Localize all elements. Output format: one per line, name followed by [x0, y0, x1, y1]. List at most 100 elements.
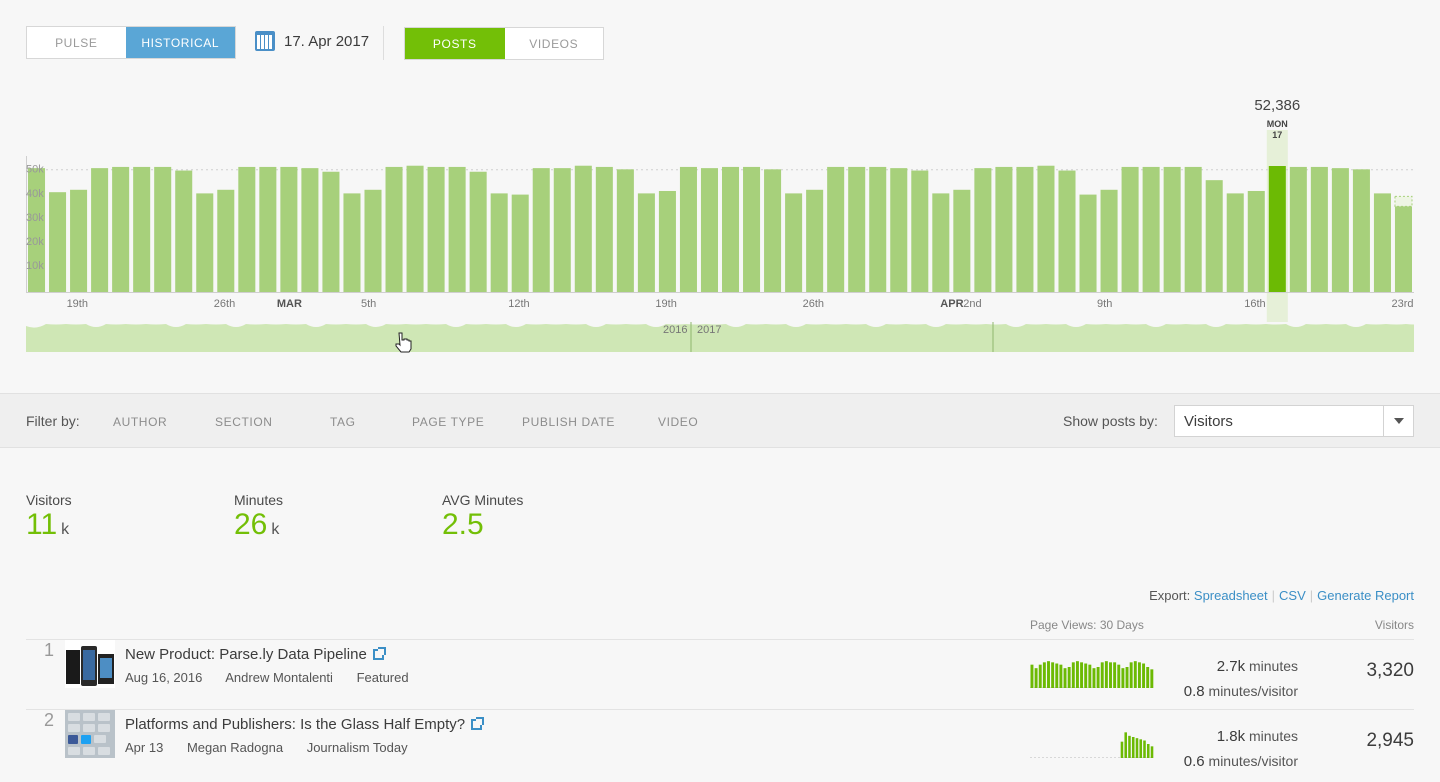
- sparkline-bar: [1113, 662, 1117, 688]
- table-row[interactable]: 2 Platforms and Publishers: Is the Glass…: [26, 709, 1414, 779]
- chart-bar: [217, 189, 235, 292]
- generate-report-link[interactable]: Generate Report: [1317, 588, 1414, 603]
- sparkline-bar: [1084, 663, 1088, 688]
- chart-bar: [743, 166, 761, 292]
- post-author[interactable]: Andrew Montalenti: [225, 670, 333, 685]
- pageviews-sparkline[interactable]: [1030, 726, 1154, 758]
- chart-bar: [1058, 170, 1076, 292]
- chart-bar: [953, 189, 971, 292]
- traffic-chart[interactable]: 10k 20k 30k 40k 50k 19th 26th MAR 5th 12th 19th 26t…: [26, 90, 1414, 360]
- sparkline-bar: [1139, 739, 1143, 758]
- chart-bar: [1016, 166, 1034, 292]
- external-link-icon[interactable]: [372, 647, 386, 660]
- pulse-button[interactable]: PULSE: [55, 35, 98, 50]
- chart-bar: [1037, 165, 1055, 292]
- chart-bar: [722, 166, 740, 292]
- chart-bar: [574, 165, 592, 292]
- post-visitors: 2,945: [1366, 730, 1414, 751]
- sparkline-bar: [1055, 663, 1059, 688]
- minutes-unit: minutes: [1248, 658, 1298, 674]
- sparkline-bar: [1088, 664, 1092, 688]
- calendar-icon[interactable]: [255, 31, 275, 51]
- chart-bar: [869, 166, 887, 292]
- column-header-visitors: Visitors: [1374, 618, 1414, 632]
- metric-label: Minutes: [234, 492, 284, 508]
- x-tick-label: 26th: [803, 298, 824, 310]
- chart-bar: [112, 166, 130, 292]
- sparkline-bar: [1109, 662, 1112, 688]
- chart-bar: [259, 166, 277, 292]
- post-rank: 2: [44, 710, 55, 730]
- y-tick-label: 10k: [26, 260, 44, 272]
- x-tick-label: 12th: [508, 298, 529, 310]
- x-tick-label: 2nd: [963, 298, 981, 310]
- post-section[interactable]: Journalism Today: [306, 740, 408, 755]
- chart-bar: [658, 190, 676, 292]
- sparkline-bar: [1117, 664, 1121, 688]
- export-spreadsheet-link[interactable]: Spreadsheet: [1193, 588, 1268, 603]
- minutes-unit: minutes: [1248, 728, 1298, 744]
- minutes-value: 2.7k: [1216, 658, 1246, 675]
- show-posts-by-value[interactable]: Visitors: [1184, 412, 1233, 430]
- minutes-value: 1.8k: [1216, 728, 1246, 745]
- post-thumbnail[interactable]: [65, 640, 115, 688]
- sparkline-bar: [1146, 667, 1150, 688]
- post-author[interactable]: Megan Radogna: [186, 740, 284, 755]
- chevron-down-icon[interactable]: [1383, 406, 1413, 436]
- chart-bar: [1163, 166, 1181, 292]
- pointer-cursor-icon: [395, 332, 412, 353]
- post-section[interactable]: Featured: [356, 670, 409, 685]
- historical-button[interactable]: HISTORICAL: [125, 27, 235, 58]
- sparkline-bar: [1047, 661, 1050, 688]
- per-visitor-unit: minutes/visitor: [1208, 683, 1298, 699]
- chart-bar: [385, 166, 403, 292]
- filter-section[interactable]: SECTION: [215, 415, 273, 429]
- external-link-icon[interactable]: [471, 717, 485, 730]
- post-meta: Aug 16, 2016 Andrew Montalenti Featured: [125, 670, 429, 685]
- table-row[interactable]: 1 New Product: Parse.ly Data Pipeline Au…: [26, 639, 1414, 709]
- sparkline-bar: [1038, 664, 1042, 688]
- post-date: Apr 13: [125, 740, 164, 755]
- filter-author[interactable]: AUTHOR: [113, 415, 168, 429]
- posts-button[interactable]: POSTS: [405, 28, 505, 59]
- chart-bar: [1394, 205, 1412, 292]
- metric-label: Visitors: [26, 492, 72, 508]
- chart-bar: [406, 165, 424, 292]
- filter-video[interactable]: VIDEO: [658, 415, 699, 429]
- chart-bar: [175, 170, 193, 292]
- chart-bar: [448, 166, 466, 292]
- post-date: Aug 16, 2016: [125, 670, 203, 685]
- chart-bar: [1226, 193, 1244, 292]
- chart-bar: [1310, 166, 1328, 292]
- x-tick-label: MAR: [277, 298, 302, 310]
- videos-button[interactable]: VIDEOS: [529, 36, 579, 51]
- sparkline-bar: [1125, 667, 1129, 688]
- post-title[interactable]: Platforms and Publishers: Is the Glass H…: [125, 716, 485, 733]
- post-title[interactable]: New Product: Parse.ly Data Pipeline: [125, 646, 386, 663]
- pageviews-sparkline[interactable]: [1030, 656, 1154, 688]
- date-picker[interactable]: 17. Apr 2017: [255, 31, 369, 51]
- navigator-area: [26, 324, 1414, 352]
- sparkline-bar: [1129, 662, 1133, 688]
- chart-bar: [280, 166, 298, 292]
- x-tick-label: APR: [940, 298, 963, 310]
- chart-bar: [616, 169, 634, 292]
- show-posts-by-select[interactable]: Visitors: [1174, 405, 1414, 437]
- chart-bar: [911, 170, 929, 292]
- content-type-toggle: POSTS VIDEOS: [404, 27, 604, 60]
- date-value[interactable]: 17. Apr 2017: [284, 32, 370, 50]
- chart-bar: [1289, 166, 1307, 292]
- x-tick-label: 19th: [67, 298, 88, 310]
- post-thumbnail[interactable]: [65, 710, 115, 758]
- filter-tag[interactable]: TAG: [330, 415, 356, 429]
- filter-publish-date[interactable]: PUBLISH DATE: [522, 415, 615, 429]
- chart-bar: [154, 166, 172, 292]
- chart-bar: [679, 166, 697, 292]
- per-visitor-unit: minutes/visitor: [1208, 753, 1298, 769]
- chart-bar: [364, 189, 382, 292]
- filter-page-type[interactable]: PAGE TYPE: [412, 415, 485, 429]
- metric-value: 2.5: [442, 508, 484, 541]
- export-csv-link[interactable]: CSV: [1279, 588, 1306, 603]
- traffic-chart-svg[interactable]: 10k 20k 30k 40k 50k 19th 26th MAR 5th 12th 19th 26t…: [26, 90, 1414, 360]
- toolbar-divider: [383, 26, 384, 60]
